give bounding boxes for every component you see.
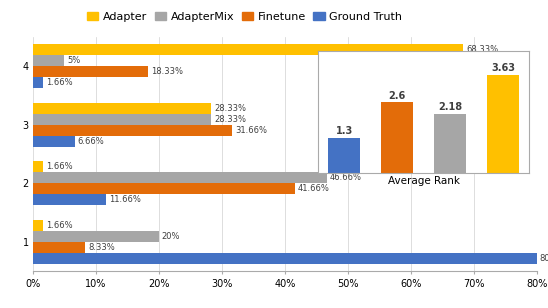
Bar: [33, 125, 232, 136]
Text: 28.33%: 28.33%: [214, 115, 246, 124]
Text: 1.66%: 1.66%: [46, 162, 72, 171]
Text: 68.33%: 68.33%: [466, 45, 498, 54]
Text: 41.66%: 41.66%: [298, 184, 330, 193]
Text: 28.33%: 28.33%: [214, 103, 246, 112]
Bar: [33, 172, 327, 183]
Bar: [33, 253, 537, 264]
Text: 6.66%: 6.66%: [77, 137, 104, 146]
Text: 31.66%: 31.66%: [235, 126, 267, 135]
Bar: [33, 183, 295, 194]
Text: 1.66%: 1.66%: [46, 221, 72, 229]
Bar: [33, 114, 212, 125]
Text: 18.33%: 18.33%: [151, 67, 183, 76]
Text: 8.33%: 8.33%: [88, 243, 115, 252]
Bar: [33, 103, 212, 114]
Bar: [33, 136, 75, 147]
Bar: [33, 77, 43, 88]
Text: 80%: 80%: [540, 254, 548, 263]
Bar: [33, 194, 106, 205]
Text: 46.66%: 46.66%: [329, 173, 362, 182]
Legend: Adapter, AdapterMix, Finetune, Ground Truth: Adapter, AdapterMix, Finetune, Ground Tr…: [83, 7, 407, 26]
Bar: [33, 220, 43, 231]
Bar: [33, 66, 149, 77]
Bar: [33, 44, 464, 55]
Bar: [33, 231, 159, 242]
Bar: [33, 55, 64, 66]
Bar: [33, 242, 85, 253]
Bar: [33, 161, 43, 172]
Text: 20%: 20%: [162, 232, 180, 241]
Text: 1.66%: 1.66%: [46, 79, 72, 87]
Text: 5%: 5%: [67, 56, 80, 65]
Text: 11.66%: 11.66%: [109, 196, 141, 205]
